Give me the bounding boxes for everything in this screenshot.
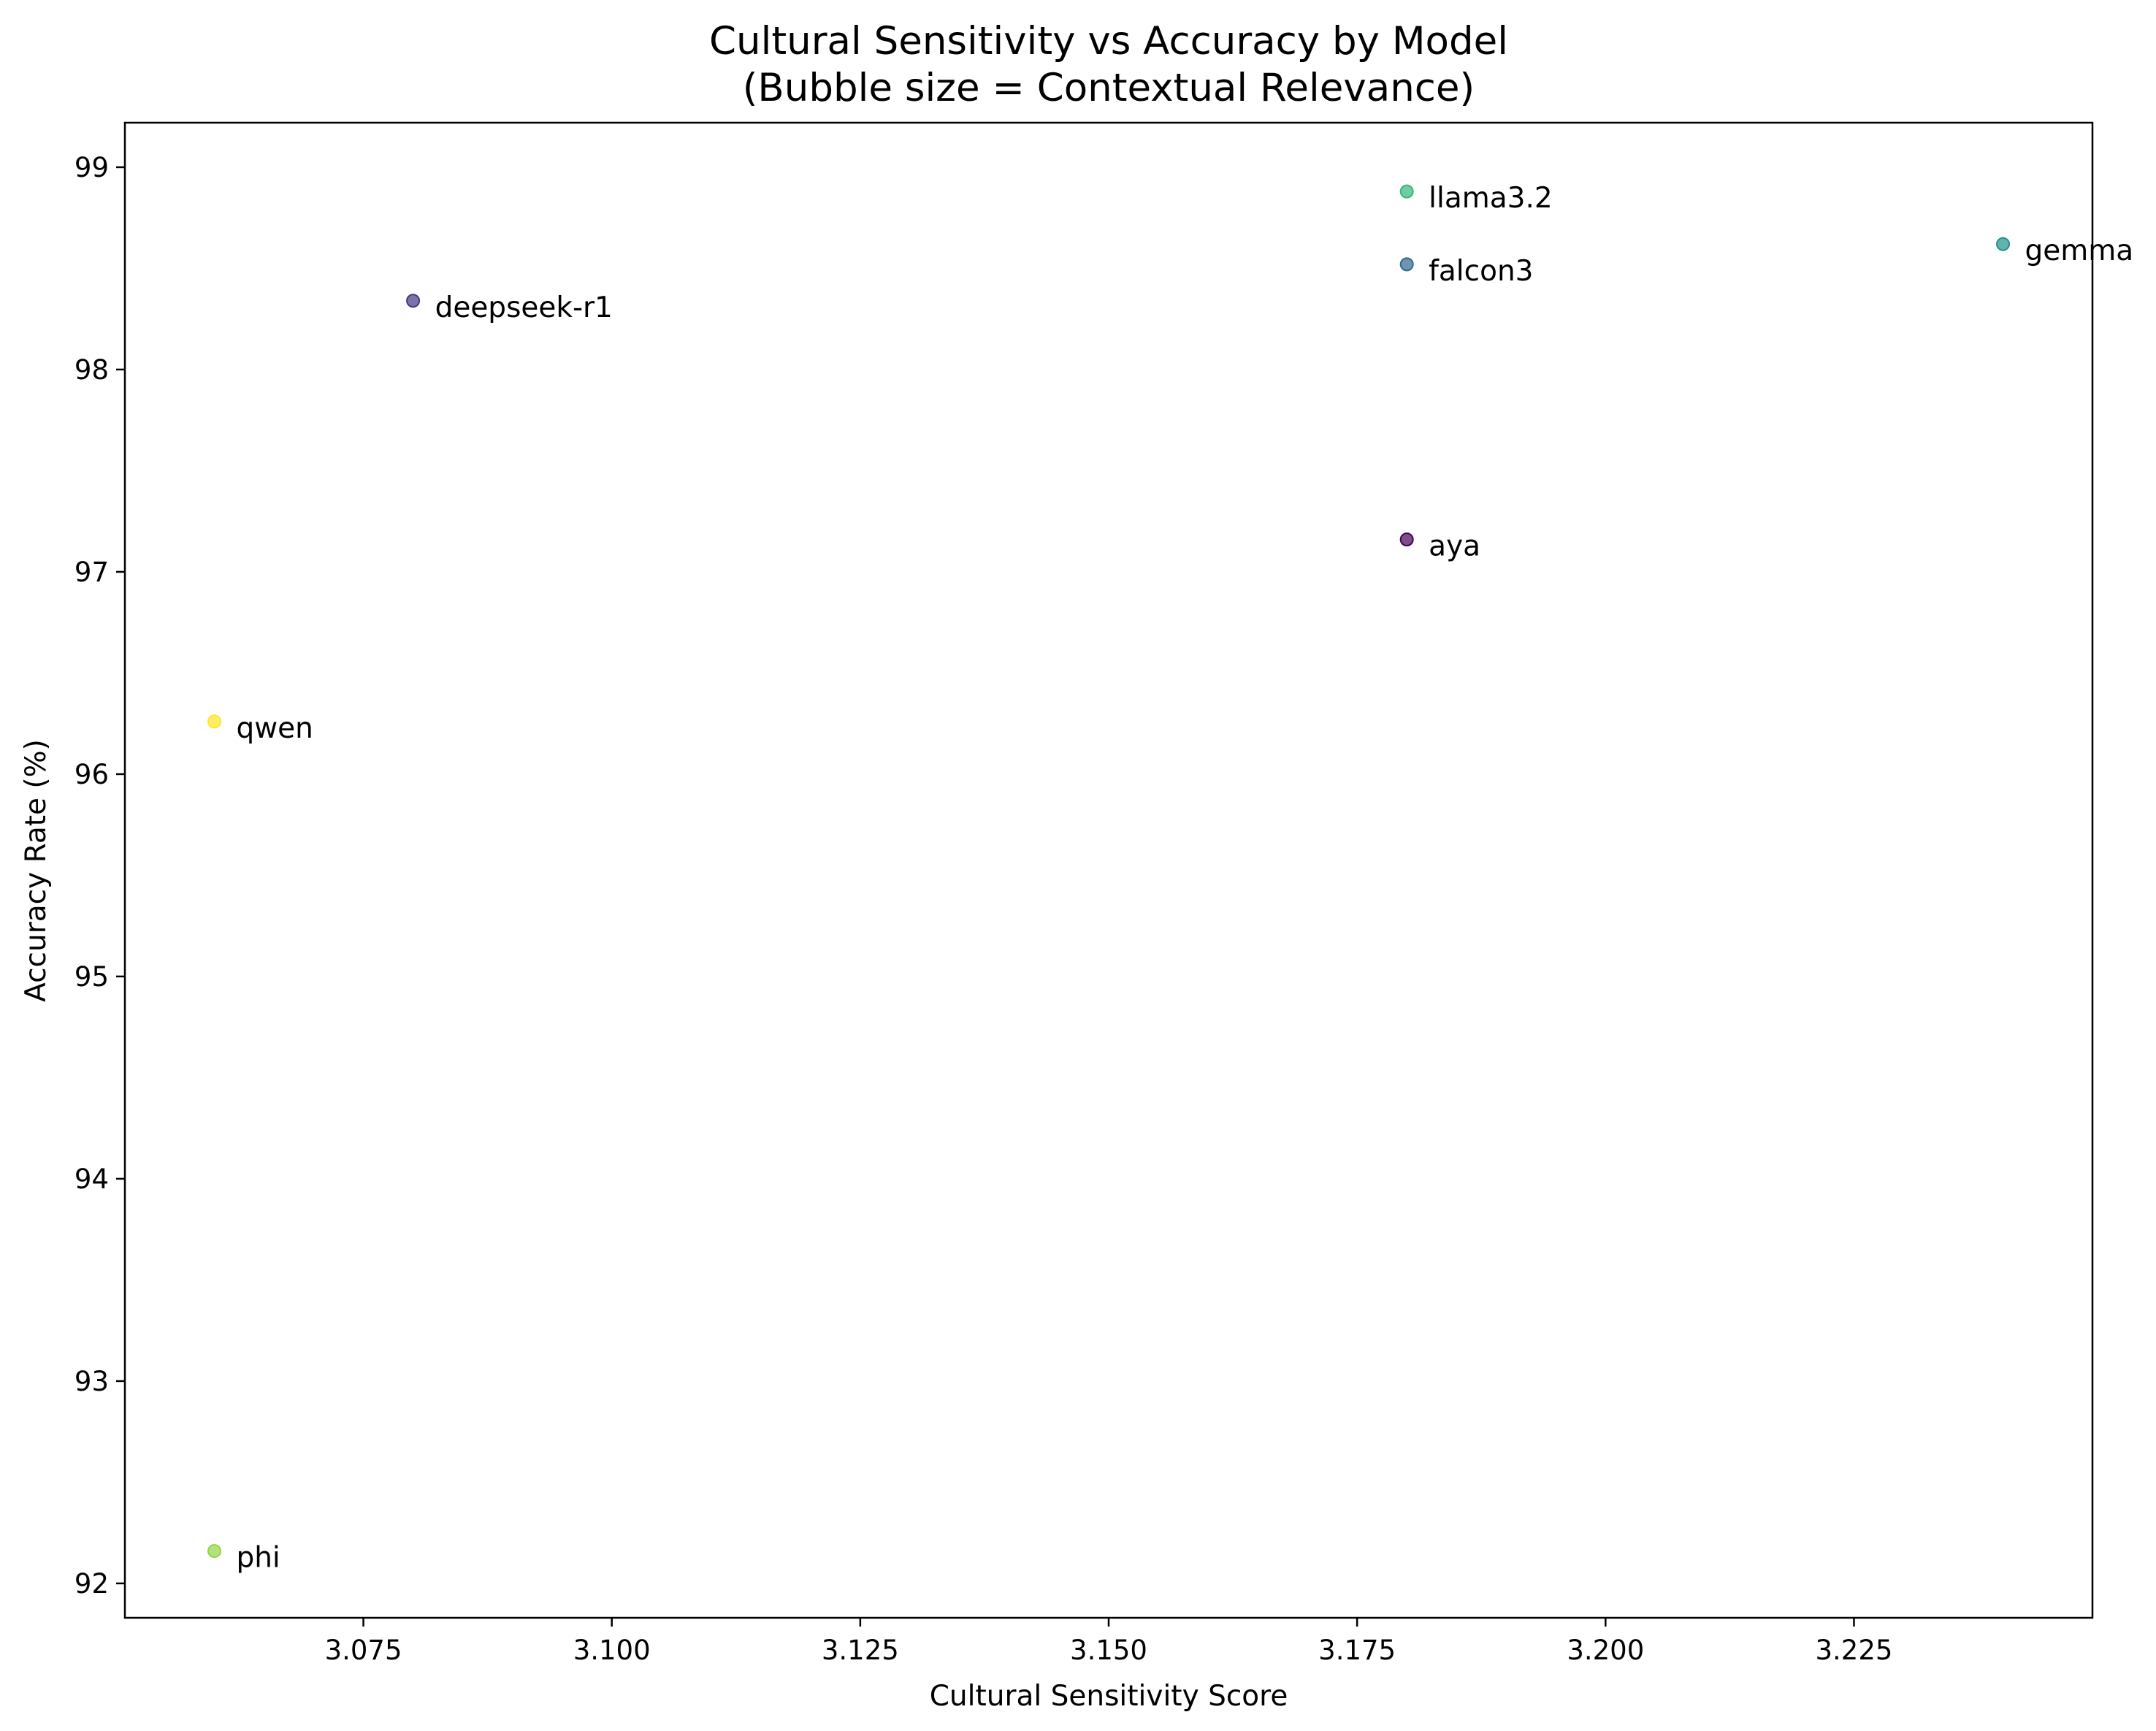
y-axis-ticks: 92 93 94 95 96 97 98 99 [74,152,125,1600]
y-tick-label: 96 [74,759,109,790]
data-point-qwen [207,714,221,729]
y-tick-label: 98 [74,354,109,386]
plot-frame [123,121,2094,1619]
x-axis-label: Cultural Sensitivity Score [930,1680,1288,1713]
x-tick-label: 3.225 [1815,1635,1892,1666]
y-tick-label: 92 [74,1568,109,1600]
point-label-aya: aya [1429,530,1480,563]
point-label-deepseek-r1: deepseek-r1 [435,291,613,324]
chart-subtitle: (Bubble size = Contextual Relevance) [743,66,1475,110]
y-tick-label: 97 [74,557,109,588]
y-axis-label: Accuracy Rate (%) [20,739,53,1002]
data-point-phi [207,1544,221,1559]
point-label-phi: phi [236,1542,280,1575]
data-point-llama3.2 [1399,184,1414,199]
chart-title: Cultural Sensitivity vs Accuracy by Mode… [709,19,1508,64]
y-tick-label: 95 [74,961,109,993]
y-tick-label: 94 [74,1163,109,1195]
x-tick-label: 3.150 [1070,1635,1147,1666]
data-point-deepseek-r1 [406,294,421,308]
data-points: aya deepseek-r1 falcon3 gemma llama3.2 phi qwe… [207,182,2134,1575]
y-tick-label: 99 [74,152,109,183]
data-point-falcon3 [1399,257,1414,272]
x-tick-label: 3.100 [573,1635,651,1666]
x-tick-label: 3.175 [1318,1635,1396,1666]
point-label-gemma: gemma [2025,234,2134,267]
x-tick-label: 3.125 [822,1635,899,1666]
x-axis-ticks: 3.075 3.100 3.125 3.150 3.175 3.200 3.225 [325,1618,1892,1666]
data-point-aya [1399,532,1414,547]
point-label-falcon3: falcon3 [1429,255,1533,288]
x-tick-label: 3.200 [1567,1635,1644,1666]
point-label-qwen: qwen [236,712,313,745]
point-label-llama3.2: llama3.2 [1429,182,1552,215]
data-point-gemma [1996,237,2011,251]
x-tick-label: 3.075 [325,1635,402,1666]
y-tick-label: 93 [74,1366,109,1397]
